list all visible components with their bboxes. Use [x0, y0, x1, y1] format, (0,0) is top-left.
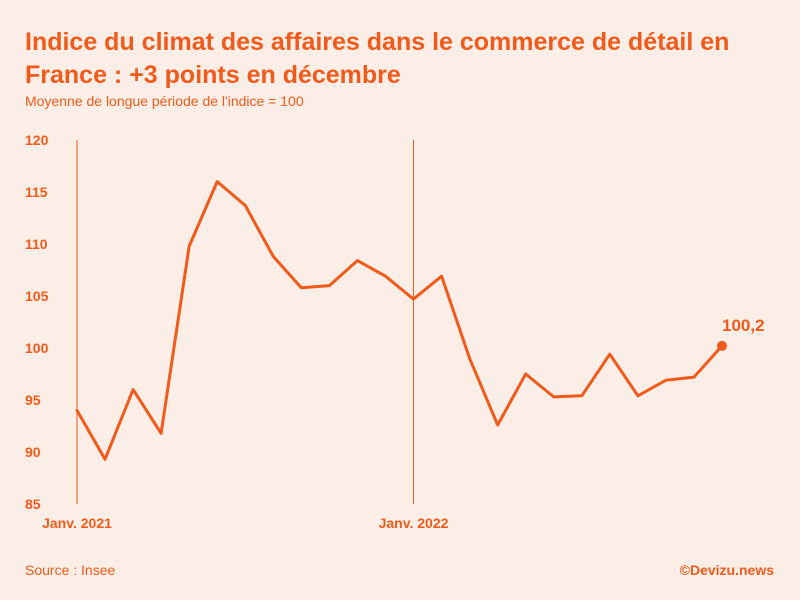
x-tick-label: Janv. 2021	[42, 515, 112, 531]
y-tick-label: 100	[25, 340, 49, 356]
y-tick-label: 90	[25, 444, 41, 460]
series-line	[75, 180, 724, 461]
y-tick-label: 120	[25, 132, 49, 148]
brand-credit: ©Devizu.news	[679, 562, 774, 578]
last-data-point	[717, 340, 727, 351]
data-label: 100,2	[722, 316, 765, 335]
x-tick-label: Janv. 2022	[379, 515, 449, 531]
y-tick-label: 95	[25, 392, 41, 408]
y-tick-label: 85	[25, 496, 41, 512]
y-tick-label: 110	[25, 236, 48, 252]
chart-title: Indice du climat des affaires dans le co…	[25, 28, 730, 89]
y-tick-label: 115	[25, 184, 48, 200]
source-note: Source : Insee	[25, 562, 116, 578]
chart-subtitle: Moyenne de longue période de l'indice = …	[25, 93, 304, 109]
y-tick-label: 105	[25, 288, 49, 304]
